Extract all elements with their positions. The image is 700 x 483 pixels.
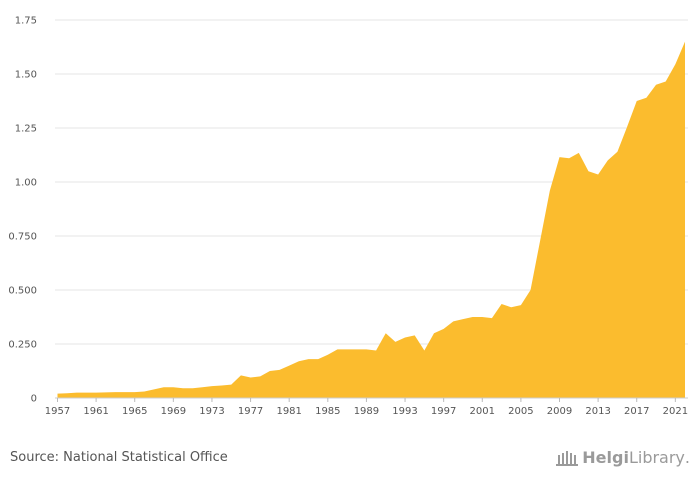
x-tick-label: 1993 xyxy=(392,406,417,417)
x-tick-label: 1961 xyxy=(83,406,108,417)
y-tick-label: 1.00 xyxy=(15,178,37,189)
x-tick-label: 1977 xyxy=(238,406,263,417)
x-tick-label: 1973 xyxy=(199,406,224,417)
gridlines xyxy=(55,19,688,345)
y-tick-label: 0.750 xyxy=(8,232,37,243)
x-tick-label: 2001 xyxy=(470,406,495,417)
x-tick-label: 2021 xyxy=(663,406,688,417)
source-note: Source: National Statistical Office xyxy=(10,450,228,465)
series-area xyxy=(57,41,685,398)
x-tick-label: 2017 xyxy=(624,406,649,417)
x-tick-label: 1981 xyxy=(276,406,301,417)
logo-text-regular: Library xyxy=(628,448,685,467)
y-tick-label: 1.50 xyxy=(15,70,37,81)
x-tick-label: 1989 xyxy=(354,406,379,417)
area-chart: 0 0.250 0.500 0.750 1.00 1.25 1.50 1.75 1957 196… xyxy=(8,16,688,418)
logo-dot: . xyxy=(684,448,690,467)
x-tick-label: 1965 xyxy=(122,406,147,417)
y-tick-label: 0 xyxy=(31,394,37,405)
logo-text-bold: Helgi xyxy=(582,448,629,467)
x-tick-label: 1985 xyxy=(315,406,340,417)
x-tick-label: 2013 xyxy=(585,406,610,417)
y-tick-label: 1.25 xyxy=(15,124,37,135)
y-axis-ticks: 0 0.250 0.500 0.750 1.00 1.25 1.50 1.75 xyxy=(8,16,37,405)
x-tick-label: 2005 xyxy=(508,406,533,417)
x-axis-ticks: 1957 1961 1965 1969 1973 1977 1981 1985 1989 1993… xyxy=(45,398,688,417)
y-tick-label: 0.500 xyxy=(8,286,37,297)
x-tick-label: 1997 xyxy=(431,406,456,417)
x-tick-label: 1957 xyxy=(45,406,70,417)
y-tick-label: 0.250 xyxy=(8,340,37,351)
x-tick-label: 2009 xyxy=(547,406,572,417)
y-tick-label: 1.75 xyxy=(15,16,37,27)
x-tick-label: 1969 xyxy=(161,406,186,417)
helgi-library-logo: Helgi Library. xyxy=(555,448,690,467)
library-building-icon xyxy=(556,450,579,466)
